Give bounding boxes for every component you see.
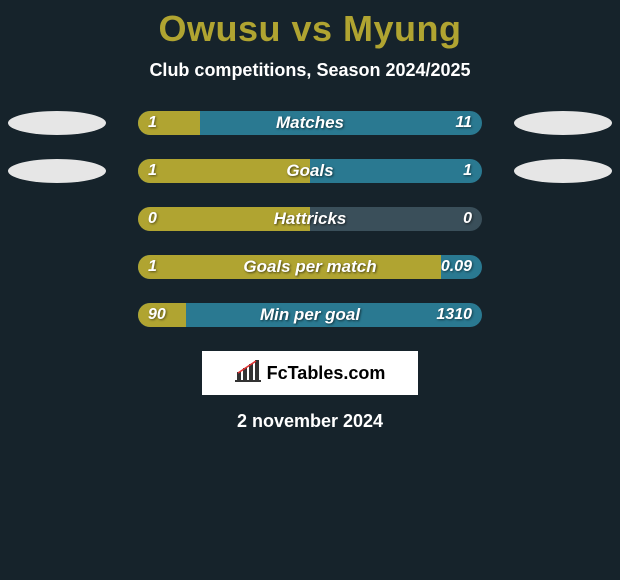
avatar-spacer xyxy=(514,303,612,327)
stat-bar: 00Hattricks xyxy=(138,207,482,231)
brand-text: FcTables.com xyxy=(267,363,386,384)
stat-label: Goals xyxy=(138,159,482,183)
brand-logo[interactable]: FcTables.com xyxy=(202,351,418,395)
page-title: Owusu vs Myung xyxy=(0,8,620,50)
stat-label: Matches xyxy=(138,111,482,135)
stat-bar: 11Goals xyxy=(138,159,482,183)
chart-icon xyxy=(235,360,261,387)
player-avatar-right xyxy=(514,111,612,135)
stat-row: 11Goals xyxy=(0,159,620,183)
avatar-spacer xyxy=(514,207,612,231)
avatar-spacer xyxy=(8,207,106,231)
page-subtitle: Club competitions, Season 2024/2025 xyxy=(0,60,620,81)
date-label: 2 november 2024 xyxy=(0,411,620,432)
stat-bar: 10.09Goals per match xyxy=(138,255,482,279)
stat-row: 00Hattricks xyxy=(0,207,620,231)
stat-row: 10.09Goals per match xyxy=(0,255,620,279)
stat-label: Min per goal xyxy=(138,303,482,327)
comparison-container: Owusu vs Myung Club competitions, Season… xyxy=(0,0,620,432)
player-avatar-left xyxy=(8,111,106,135)
stat-rows: 111Matches 11Goals 00Hattricks 10.09Goals p… xyxy=(0,111,620,327)
player-avatar-right xyxy=(514,159,612,183)
player-avatar-left xyxy=(8,159,106,183)
avatar-spacer xyxy=(514,255,612,279)
avatar-spacer xyxy=(8,255,106,279)
stat-label: Hattricks xyxy=(138,207,482,231)
stat-bar: 901310Min per goal xyxy=(138,303,482,327)
stat-row: 111Matches xyxy=(0,111,620,135)
stat-row: 901310Min per goal xyxy=(0,303,620,327)
stat-bar: 111Matches xyxy=(138,111,482,135)
avatar-spacer xyxy=(8,303,106,327)
stat-label: Goals per match xyxy=(138,255,482,279)
